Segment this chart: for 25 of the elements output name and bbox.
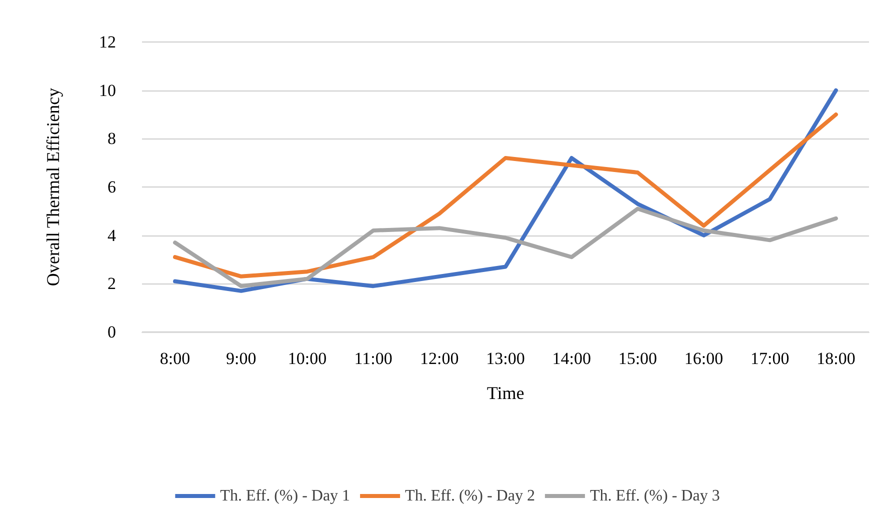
x-tick-label: 17:00	[750, 349, 790, 368]
y-tick-label: 0	[108, 322, 116, 342]
legend-label: Th. Eff. (%) - Day 1	[220, 488, 350, 504]
y-tick-label: 2	[108, 274, 116, 294]
x-tick-label: 11:00	[354, 349, 392, 368]
x-tick-label: 10:00	[288, 349, 327, 368]
legend-label: Th. Eff. (%) - Day 3	[590, 488, 720, 504]
x-tick-label: 13:00	[486, 349, 525, 368]
y-tick-label: 12	[99, 32, 116, 52]
line-series	[173, 206, 838, 288]
x-tick-label: 15:00	[618, 349, 658, 368]
y-tick-label: 8	[108, 129, 116, 148]
y-axis-title: Overall Thermal Efficiency	[43, 88, 63, 286]
legend-label: Th. Eff. (%) - Day 2	[405, 488, 535, 504]
y-tick-label: 10	[99, 80, 116, 100]
x-tick-label: 18:00	[816, 349, 856, 368]
x-tick-label: 8:00	[160, 349, 190, 368]
y-tick-label: 6	[108, 178, 116, 196]
x-tick-label: 14:00	[552, 349, 591, 368]
x-tick-label: 12:00	[420, 349, 459, 368]
y-tick-label: 4	[108, 226, 116, 245]
x-tick-label: 9:00	[226, 349, 256, 368]
x-axis-title: Time	[486, 383, 524, 403]
x-tick-label: 16:00	[684, 349, 724, 368]
line-series	[173, 112, 838, 278]
